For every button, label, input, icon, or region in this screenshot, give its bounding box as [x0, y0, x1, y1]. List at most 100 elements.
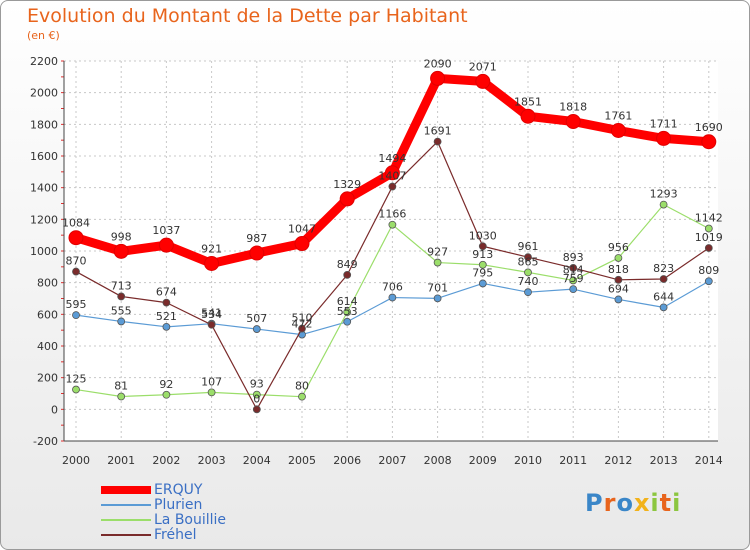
- data-label: 541: [201, 307, 222, 320]
- data-label: 865: [518, 255, 539, 268]
- data-point: [614, 295, 623, 304]
- x-tick-label: 2006: [333, 454, 361, 467]
- data-point: [298, 324, 306, 333]
- data-label: 472: [292, 318, 313, 331]
- data-label: 595: [66, 298, 87, 311]
- data-label: 713: [111, 279, 132, 292]
- data-label: 0: [253, 392, 260, 405]
- data-point: [158, 237, 174, 253]
- x-tick-label: 2007: [378, 454, 406, 467]
- data-label: 510: [292, 312, 313, 325]
- data-point: [569, 285, 578, 294]
- data-label: 740: [518, 275, 539, 288]
- data-label: 956: [608, 241, 629, 254]
- legend-swatch: [101, 519, 151, 521]
- data-label: 818: [608, 263, 629, 276]
- data-point: [656, 130, 672, 146]
- data-label: 921: [201, 243, 222, 256]
- data-point: [343, 317, 352, 326]
- data-point: [520, 108, 536, 124]
- data-point: [569, 276, 578, 285]
- data-label: 1293: [650, 188, 678, 201]
- data-label: 1818: [559, 100, 587, 113]
- y-tick-label: 1200: [30, 213, 58, 226]
- y-tick-label: 1400: [30, 182, 58, 195]
- data-label: 927: [427, 246, 448, 259]
- data-point: [252, 390, 261, 399]
- data-label: 1691: [424, 125, 452, 138]
- x-tick-label: 2004: [243, 454, 271, 467]
- y-tick-label: 400: [37, 340, 58, 353]
- data-point: [207, 320, 216, 329]
- x-tick-label: 2003: [198, 454, 226, 467]
- data-label: 1047: [288, 223, 316, 236]
- legend-label: Plurien: [154, 497, 203, 513]
- data-label: 701: [427, 281, 448, 294]
- data-label: 555: [111, 304, 132, 317]
- data-point: [565, 113, 581, 129]
- data-label: 893: [563, 251, 584, 264]
- data-point: [298, 392, 306, 401]
- data-point: [478, 279, 487, 288]
- y-tick-label: 2200: [30, 55, 58, 68]
- data-label: 1084: [62, 217, 90, 230]
- y-tick-label: 1000: [30, 245, 58, 258]
- data-point: [384, 165, 400, 181]
- data-point: [204, 256, 220, 272]
- data-point: [249, 245, 265, 261]
- data-label: 81: [114, 380, 128, 393]
- data-point: [388, 293, 397, 302]
- data-label: 614: [337, 295, 358, 308]
- logo-letter: o: [616, 489, 634, 517]
- data-label: 674: [156, 286, 177, 299]
- data-point: [117, 292, 126, 301]
- data-point: [433, 258, 442, 267]
- data-point: [207, 388, 216, 397]
- data-point: [162, 298, 171, 307]
- data-point: [524, 288, 532, 297]
- data-point: [478, 260, 487, 269]
- x-tick-label: 2000: [62, 454, 90, 467]
- data-point: [433, 137, 442, 146]
- data-point: [614, 275, 623, 284]
- data-label: 644: [653, 290, 674, 303]
- data-label: 870: [66, 255, 87, 268]
- x-tick-label: 2001: [107, 454, 135, 467]
- legend-label: Fréhel: [154, 527, 197, 543]
- data-label: 1037: [152, 224, 180, 237]
- data-label: 913: [472, 248, 493, 261]
- data-point: [475, 73, 491, 89]
- data-point: [478, 242, 487, 251]
- data-point: [704, 277, 713, 286]
- data-label: 998: [111, 230, 132, 243]
- x-tick-label: 2002: [152, 454, 180, 467]
- data-label: 706: [382, 281, 403, 294]
- logo-letter: i: [650, 489, 660, 517]
- chart-title: Evolution du Montant de la Dette par Hab…: [27, 5, 468, 27]
- data-label: 987: [246, 232, 267, 245]
- data-label: 1851: [514, 95, 542, 108]
- data-label: 125: [66, 373, 87, 386]
- data-label: 507: [246, 312, 267, 325]
- data-point: [117, 317, 126, 326]
- data-label: 809: [698, 264, 719, 277]
- data-label: 1761: [604, 110, 632, 123]
- data-label: 1711: [650, 117, 678, 130]
- data-point: [524, 253, 532, 262]
- data-point: [388, 220, 397, 229]
- data-point: [659, 200, 668, 209]
- data-point: [659, 275, 668, 283]
- data-point: [524, 268, 532, 277]
- data-label: 795: [472, 266, 493, 279]
- data-label: 1142: [695, 212, 723, 225]
- proxiti-logo: Proxiti: [585, 489, 681, 517]
- data-label: 814: [563, 263, 584, 276]
- data-point: [704, 244, 713, 252]
- data-label: 1329: [333, 178, 361, 191]
- data-point: [113, 243, 129, 259]
- data-point: [68, 230, 84, 246]
- data-point: [659, 303, 668, 312]
- data-label: 1030: [469, 229, 497, 242]
